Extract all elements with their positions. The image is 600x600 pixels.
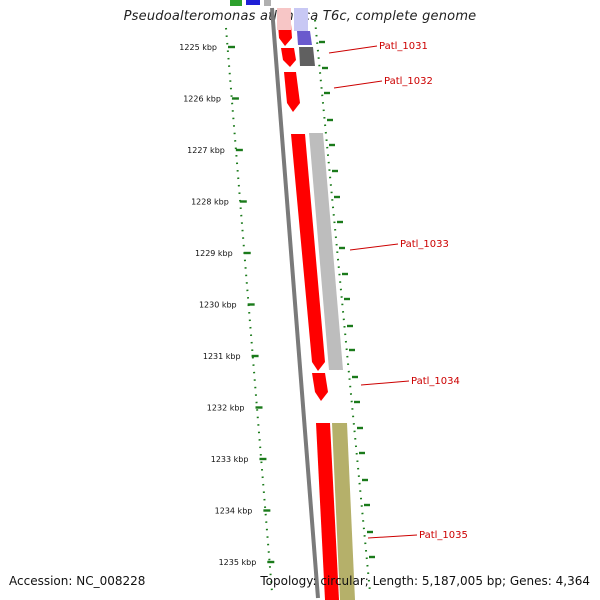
ruler-tick-label: 1226 kbp: [183, 95, 221, 104]
gene-label-patl-1032[interactable]: Patl_1032: [384, 76, 433, 87]
gene-arrow-1035: [316, 423, 339, 600]
gene-label-leaders: [328, 45, 418, 539]
ruler-tick-label: 1229 kbp: [195, 249, 233, 258]
genome-backbone: [270, 7, 320, 599]
ruler-tick-label: 1227 kbp: [187, 146, 225, 155]
cog-dark-gray: [299, 47, 315, 66]
top-blue-block: [246, 0, 260, 5]
ruler-tick-label: 1225 kbp: [179, 43, 217, 52]
ruler-tick-label: 1231 kbp: [203, 352, 241, 361]
ruler-left-ticks: 1225 kbp 1226 kbp 1227 kbp 1228 kbp 1229 kbp…: [179, 43, 275, 567]
ruler-tick-label: 1230 kbp: [199, 301, 237, 310]
cog-blue: [297, 31, 312, 45]
cog-light-red: [277, 8, 291, 30]
ruler-right-ticks: [319, 40, 375, 559]
gene-arrow-1031b: [281, 48, 296, 67]
cog-light-gray: [309, 133, 343, 370]
top-edge-block: [264, 0, 271, 6]
gene-label-patl-1034[interactable]: Patl_1034: [411, 376, 460, 387]
gene-label-patl-1033[interactable]: Patl_1033: [400, 239, 449, 250]
gene-label-patl-1031[interactable]: Patl_1031: [379, 41, 428, 52]
gene-arrow-1033: [291, 134, 325, 371]
top-green-block: [230, 0, 242, 6]
gene-label-patl-1035[interactable]: Patl_1035: [419, 530, 468, 541]
ruler-tick-label: 1228 kbp: [191, 198, 229, 207]
cog-olive: [332, 423, 355, 600]
accession-text: Accession: NC_008228: [9, 574, 146, 588]
ruler-tick-label: 1233 kbp: [211, 455, 249, 464]
ruler-tick-label: 1234 kbp: [215, 507, 253, 516]
ruler-tick-label: 1235 kbp: [219, 558, 257, 567]
gene-arrow-1032: [284, 72, 300, 112]
ruler-tick-label: 1232 kbp: [207, 404, 245, 413]
gene-arrow-1034: [312, 373, 328, 401]
cog-lavender: [294, 8, 308, 31]
summary-text: Topology: circular; Length: 5,187,005 bp…: [260, 574, 590, 588]
